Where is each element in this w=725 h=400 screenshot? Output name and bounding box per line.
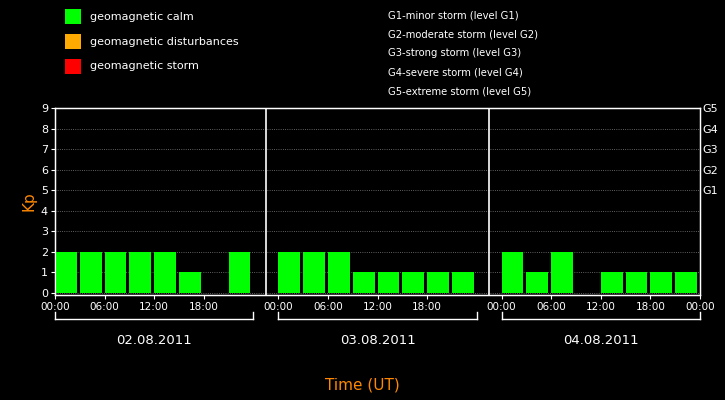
Bar xyxy=(328,252,349,293)
Bar xyxy=(452,272,473,293)
Text: geomagnetic disturbances: geomagnetic disturbances xyxy=(90,36,239,46)
Text: G4-severe storm (level G4): G4-severe storm (level G4) xyxy=(388,68,523,78)
Bar xyxy=(402,272,424,293)
Bar xyxy=(650,272,672,293)
Text: G3-strong storm (level G3): G3-strong storm (level G3) xyxy=(388,48,521,58)
Bar xyxy=(80,252,102,293)
Text: 03.08.2011: 03.08.2011 xyxy=(339,334,415,348)
Text: G1-minor storm (level G1): G1-minor storm (level G1) xyxy=(388,10,518,20)
Bar xyxy=(55,252,77,293)
Bar xyxy=(303,252,325,293)
Text: 02.08.2011: 02.08.2011 xyxy=(116,334,192,348)
Bar xyxy=(130,252,152,293)
Bar xyxy=(154,252,176,293)
Text: geomagnetic storm: geomagnetic storm xyxy=(90,62,199,72)
Bar xyxy=(179,272,201,293)
Bar xyxy=(526,272,548,293)
Bar xyxy=(427,272,449,293)
Text: 04.08.2011: 04.08.2011 xyxy=(563,334,639,348)
Y-axis label: Kp: Kp xyxy=(22,192,37,211)
Text: geomagnetic calm: geomagnetic calm xyxy=(90,12,194,22)
Bar xyxy=(675,272,697,293)
Bar xyxy=(378,272,399,293)
Text: G5-extreme storm (level G5): G5-extreme storm (level G5) xyxy=(388,87,531,97)
Bar xyxy=(601,272,623,293)
Bar xyxy=(626,272,647,293)
Text: Time (UT): Time (UT) xyxy=(325,377,400,392)
Bar xyxy=(104,252,126,293)
Bar xyxy=(228,252,250,293)
Bar xyxy=(352,272,375,293)
Bar xyxy=(551,252,573,293)
Bar xyxy=(278,252,300,293)
Text: G2-moderate storm (level G2): G2-moderate storm (level G2) xyxy=(388,29,538,39)
Bar xyxy=(502,252,523,293)
